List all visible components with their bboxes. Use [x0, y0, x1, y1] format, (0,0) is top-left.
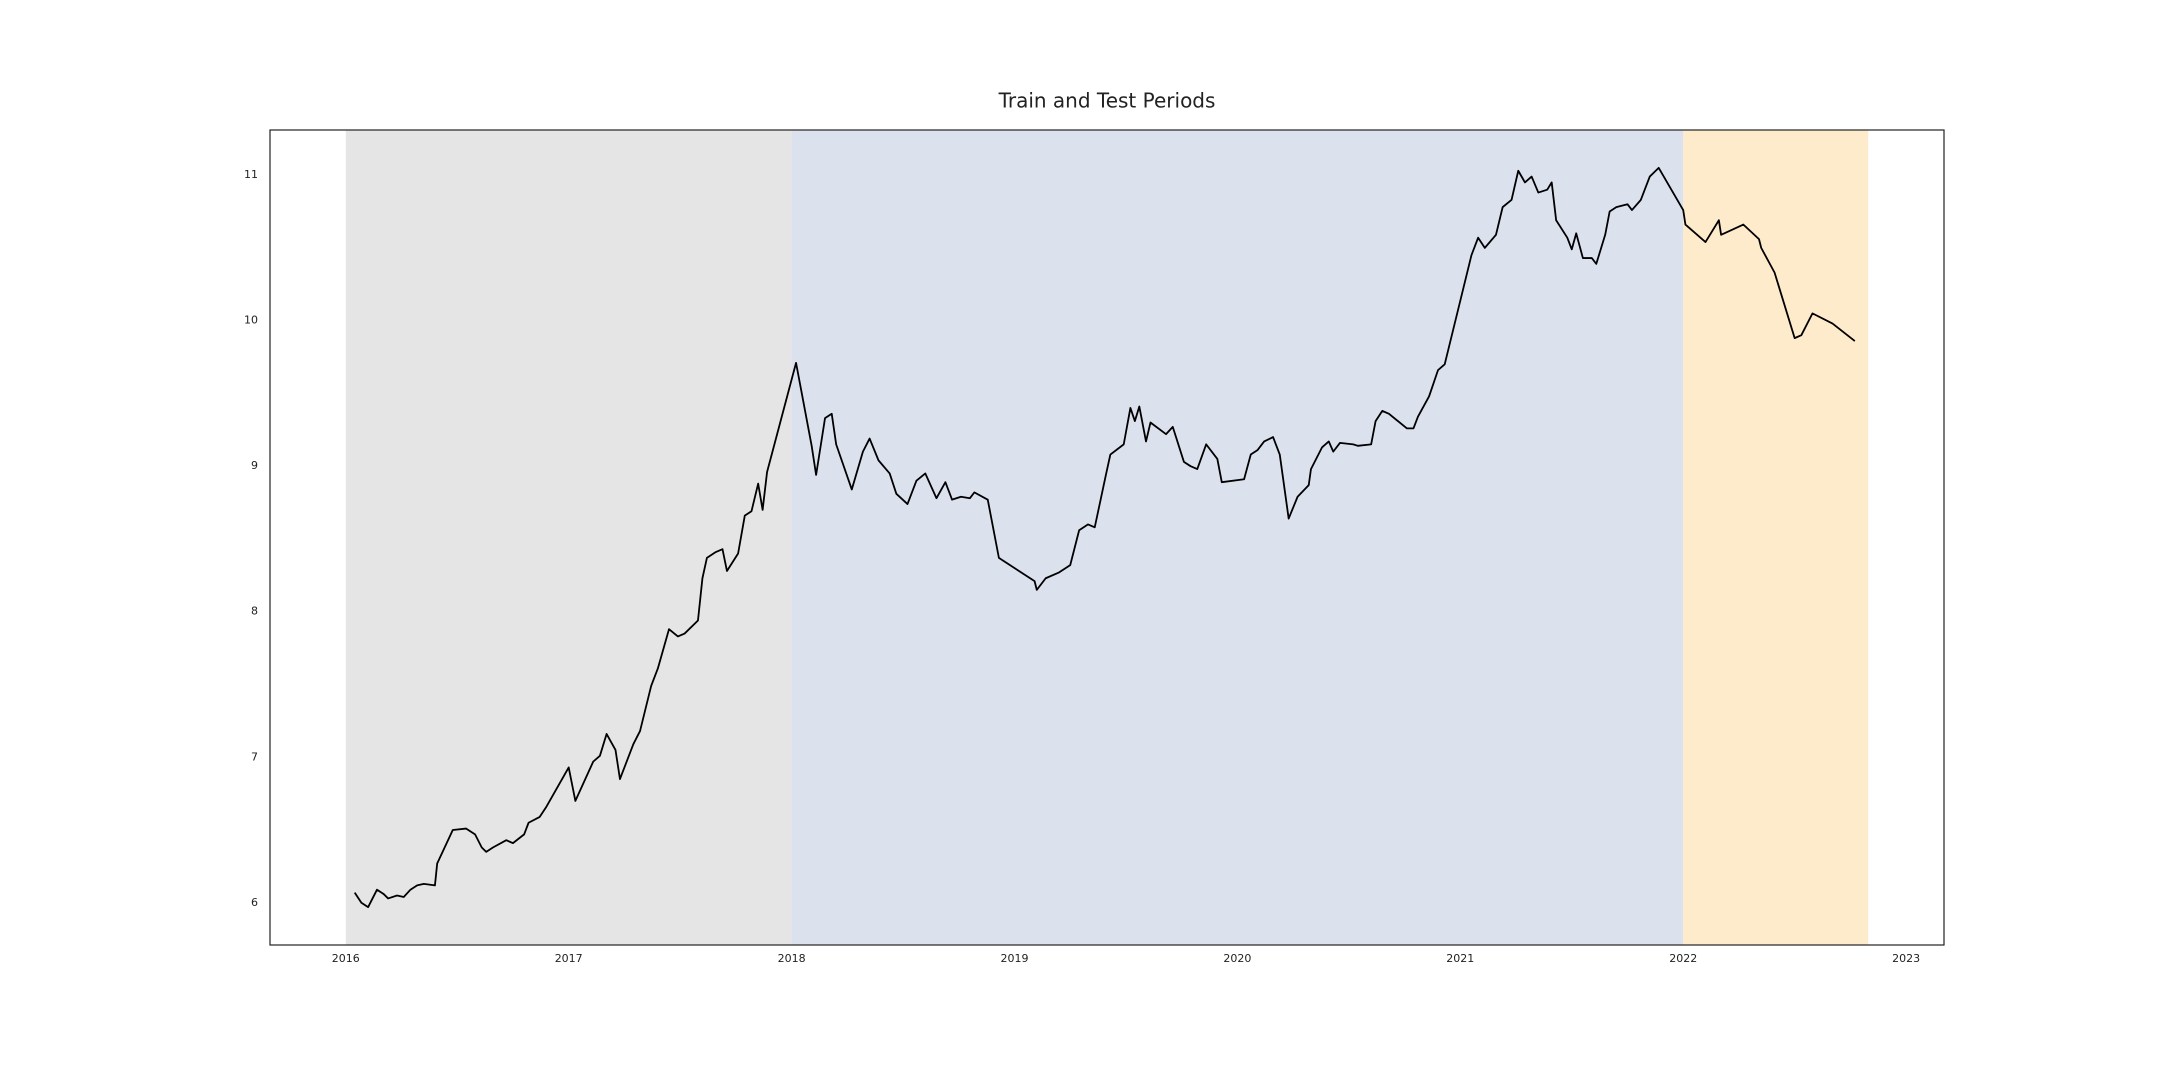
y-tick-label: 11: [244, 168, 258, 181]
data-line: [353, 166, 1856, 909]
x-tick-label: 2016: [332, 952, 360, 965]
period-span: [345, 130, 792, 945]
y-tick-label: 10: [244, 314, 258, 327]
period-span: [1683, 130, 1869, 945]
x-tick-label: 2023: [1892, 952, 1920, 965]
y-tick-label: 7: [251, 750, 258, 763]
x-tick-label: 2017: [555, 952, 583, 965]
y-tick-label: 8: [251, 605, 258, 618]
x-tick-label: 2019: [1000, 952, 1028, 965]
chart-title: Train and Test Periods: [998, 89, 1216, 113]
x-tick-label: 2018: [778, 952, 806, 965]
plot-frame: [269, 129, 1945, 946]
y-tick-label: 9: [251, 459, 258, 472]
x-tick-label: 2022: [1669, 952, 1697, 965]
x-tick-label: 2021: [1446, 952, 1474, 965]
x-tick-label: 2020: [1223, 952, 1251, 965]
period-span: [791, 130, 1684, 945]
y-tick-label: 6: [251, 896, 258, 909]
